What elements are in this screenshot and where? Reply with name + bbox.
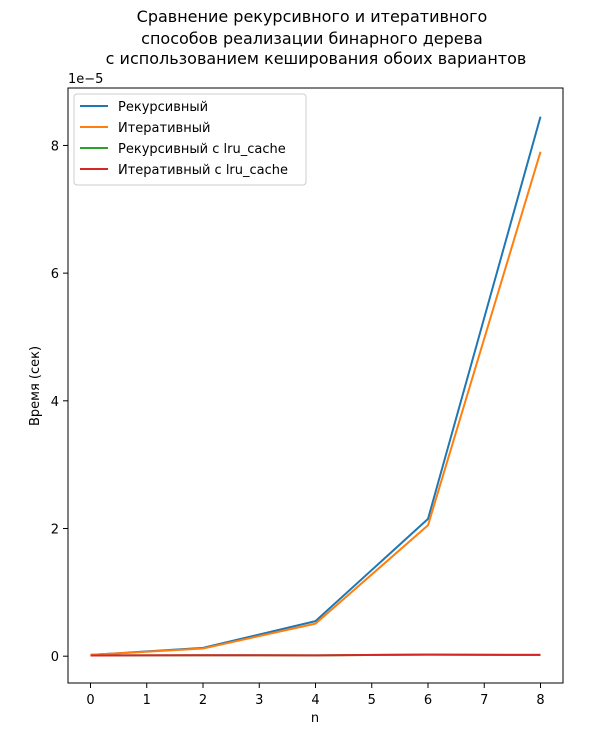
x-tick-label: 2 bbox=[199, 693, 207, 708]
series-lines bbox=[90, 116, 542, 657]
y-tick-label: 4 bbox=[51, 395, 59, 410]
y-axis-label: Время (сек) bbox=[28, 346, 43, 426]
x-tick-label: 3 bbox=[255, 693, 263, 708]
x-tick-label: 7 bbox=[480, 693, 488, 708]
x-tick-label: 1 bbox=[143, 693, 151, 708]
y-axis-ticks: 0 2 4 6 8 bbox=[51, 139, 68, 665]
chart-title-line-1: Сравнение рекурсивного и итеративного bbox=[137, 7, 488, 26]
x-tick-label: 0 bbox=[86, 693, 94, 708]
x-tick-label: 5 bbox=[368, 693, 376, 708]
series-line-2 bbox=[90, 151, 542, 656]
series-line-1 bbox=[90, 116, 542, 656]
chart-title-line-2: способов реализации бинарного дерева bbox=[141, 29, 483, 48]
x-tick-label: 4 bbox=[311, 693, 319, 708]
x-axis-ticks: 0 1 2 3 4 5 6 7 8 bbox=[86, 683, 545, 708]
y-tick-label: 6 bbox=[51, 267, 59, 282]
legend: Рекурсивный Итеративный Рекурсивный с lru_… bbox=[73, 93, 307, 186]
legend-label-4: Итеративный с lru_cache bbox=[118, 163, 288, 178]
legend-label-3: Рекурсивный с lru_cache bbox=[118, 142, 286, 157]
series-line-4 bbox=[90, 653, 541, 657]
x-tick-label: 6 bbox=[424, 693, 432, 708]
legend-label-2: Итеративный bbox=[118, 121, 210, 136]
x-tick-label: 8 bbox=[536, 693, 544, 708]
y-axis-offset-label: 1e−5 bbox=[68, 72, 103, 87]
chart-title: Сравнение рекурсивного и итеративного сп… bbox=[106, 7, 527, 68]
chart-title-line-3: с использованием кеширования обоих вариа… bbox=[106, 49, 527, 68]
y-tick-label: 2 bbox=[51, 523, 59, 538]
x-axis-label: n bbox=[311, 711, 319, 726]
legend-frame bbox=[73, 93, 307, 186]
y-tick-label: 8 bbox=[51, 139, 59, 154]
y-tick-label: 0 bbox=[51, 650, 59, 665]
legend-label-1: Рекурсивный bbox=[118, 100, 208, 115]
